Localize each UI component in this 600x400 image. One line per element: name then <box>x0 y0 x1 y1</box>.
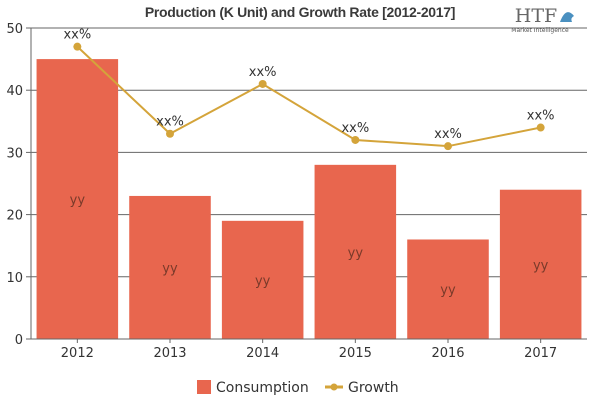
x-tick-label: 2016 <box>431 346 464 361</box>
growth-point-2014 <box>258 79 267 88</box>
bar-2014 <box>221 220 304 339</box>
bar-data-label: yy <box>533 258 549 273</box>
bar-2012 <box>36 59 119 339</box>
growth-data-label: xx% <box>63 28 91 43</box>
growth-point-2012 <box>73 42 82 51</box>
y-tick-label: 50 <box>6 22 23 37</box>
bar-2016 <box>407 239 489 339</box>
bar-data-label: yy <box>255 274 271 289</box>
x-tick-label: 2014 <box>246 346 279 361</box>
legend: Consumption Growth <box>197 380 399 396</box>
bar-data-label: yy <box>348 246 364 261</box>
legend-label-growth: Growth <box>348 380 399 396</box>
growth-point-2015 <box>351 135 360 144</box>
bar-2017 <box>499 189 582 339</box>
bar-data-label: yy <box>162 261 178 276</box>
growth-point-2017 <box>536 123 545 132</box>
x-tick-label: 2015 <box>339 346 372 361</box>
chart-title: Production (K Unit) and Growth Rate [201… <box>145 4 455 20</box>
legend-label-consumption: Consumption <box>216 380 309 396</box>
growth-data-label: xx% <box>156 115 184 130</box>
y-tick-label: 0 <box>15 333 23 348</box>
bar-2015 <box>314 164 397 339</box>
x-tick-label: 2017 <box>524 346 557 361</box>
logo: HTF Market Intelligence <box>511 5 574 34</box>
y-tick-label: 40 <box>6 84 23 99</box>
growth-point-2016 <box>444 142 452 151</box>
x-tick-label: 2012 <box>61 346 94 361</box>
y-tick-label: 20 <box>6 209 23 224</box>
logo-subtext: Market Intelligence <box>511 27 569 34</box>
bar-data-label: yy <box>440 283 456 298</box>
x-tick-label: 2013 <box>153 346 186 361</box>
legend-marker-growth <box>330 383 338 391</box>
growth-point-2013 <box>166 129 174 138</box>
logo-icon <box>560 12 574 22</box>
logo-text: HTF <box>515 5 557 27</box>
growth-data-label: xx% <box>527 109 555 124</box>
y-tick-label: 10 <box>6 271 23 286</box>
growth-line <box>76 45 541 148</box>
growth-data-label: xx% <box>341 121 369 136</box>
bar-data-label: yy <box>70 193 86 208</box>
bar-2013 <box>129 195 211 339</box>
growth-data-label: xx% <box>249 65 277 80</box>
y-tick-label: 30 <box>6 146 23 161</box>
legend-swatch-consumption <box>197 380 211 394</box>
growth-data-label: xx% <box>434 127 462 142</box>
